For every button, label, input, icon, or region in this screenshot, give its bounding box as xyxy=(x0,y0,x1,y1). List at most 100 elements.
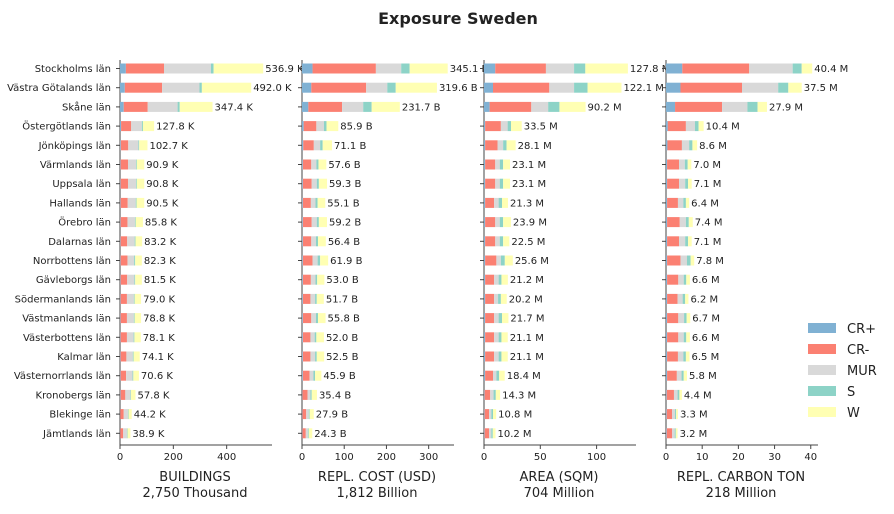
total-label-varmlands-lan: 23.1 M xyxy=(512,160,546,171)
bar-s-varmlands-lan xyxy=(136,160,137,170)
bar-cr-uppsala-lan xyxy=(302,179,303,189)
bar-s-varmlands-lan xyxy=(685,160,688,170)
bar-w-norrbottens-lan xyxy=(135,256,142,266)
region-label-norrbottens-lan: Norrbottens län xyxy=(33,256,111,267)
bar-mur-orebro-lan xyxy=(495,217,500,227)
x-tick-label: 20 xyxy=(732,452,745,463)
bar-s-jamtlands-lan xyxy=(675,428,676,438)
bar-mur-vasterbottens-lan xyxy=(494,332,499,342)
total-label-vasterbottens-lan: 6.6 M xyxy=(692,333,720,344)
legend-swatch-mur xyxy=(808,365,836,375)
bar-mur-kronobergs-lan xyxy=(125,390,130,400)
bar-cr-jamtlands-lan xyxy=(120,428,123,438)
total-label-orebro-lan: 7.4 M xyxy=(695,218,723,229)
total-label-skane-lan: 347.4 K xyxy=(215,102,254,113)
bar-mur-vastmanlands-lan xyxy=(311,313,316,323)
bar-w-jamtlands-lan xyxy=(493,428,496,438)
bar-s-varmlands-lan xyxy=(500,160,503,170)
bar-mur-sodermanlands-lan xyxy=(310,294,315,304)
bar-s-hallands-lan xyxy=(683,198,686,208)
bar-cr-sodermanlands-lan xyxy=(485,294,494,304)
bar-w-stockholms-lan xyxy=(214,64,264,74)
bar-w-ostergotlands-lan xyxy=(143,121,154,131)
bar-cr-jonkopings-lan xyxy=(121,140,128,150)
x-tick-label: 30 xyxy=(768,452,781,463)
total-label-skane-lan: 27.9 M xyxy=(769,102,803,113)
bar-cr-gavleborgs-lan xyxy=(485,275,494,285)
region-label-hallands-lan: Hallands län xyxy=(49,198,111,209)
bar-s-norrbottens-lan xyxy=(501,256,505,266)
bar-cr-orebro-lan xyxy=(120,217,121,227)
x-tick-label: 200 xyxy=(164,452,183,463)
bar-s-orebro-lan xyxy=(500,217,503,227)
bar-mur-varmlands-lan xyxy=(311,160,316,170)
bar-cr-vasternorrlands-lan xyxy=(303,371,310,381)
total-label-kronobergs-lan: 4.4 M xyxy=(684,390,712,401)
bar-mur-varmlands-lan xyxy=(495,160,500,170)
bar-cr-sodermanlands-lan xyxy=(120,294,121,304)
bar-mur-vastra-gotalands-lan xyxy=(162,83,199,93)
bar-mur-skane-lan xyxy=(342,102,363,112)
bar-w-skane-lan xyxy=(758,102,767,112)
bar-w-vasternorrlands-lan xyxy=(133,371,139,381)
bar-w-sodermanlands-lan xyxy=(135,294,141,304)
bar-cr-vasternorrlands-lan xyxy=(485,371,493,381)
bar-cr-vasterbottens-lan xyxy=(303,332,311,342)
bar-mur-uppsala-lan xyxy=(495,179,500,189)
bar-cr-vastra-gotalands-lan xyxy=(484,83,493,93)
bar-s-gavleborgs-lan xyxy=(499,275,502,285)
bar-cr-stockholms-lan xyxy=(495,64,546,74)
bar-mur-hallands-lan xyxy=(494,198,499,208)
bar-s-sodermanlands-lan xyxy=(498,294,501,304)
bar-s-gavleborgs-lan xyxy=(684,275,687,285)
region-label-skane-lan: Skåne län xyxy=(62,100,111,113)
total-label-skane-lan: 90.2 M xyxy=(588,102,622,113)
bar-mur-stockholms-lan xyxy=(376,64,401,74)
bar-cr-ostergotlands-lan xyxy=(666,121,668,131)
region-label-blekinge-lan: Blekinge län xyxy=(49,410,111,421)
bar-w-vastmanlands-lan xyxy=(318,313,326,323)
bar-w-orebro-lan xyxy=(503,217,511,227)
region-label-sodermanlands-lan: Södermanlands län xyxy=(15,294,111,305)
total-label-varmlands-lan: 57.6 B xyxy=(328,160,360,171)
bar-cr-ostergotlands-lan xyxy=(668,121,686,131)
total-label-hallands-lan: 90.5 K xyxy=(146,198,178,209)
bar-cr-vastmanlands-lan xyxy=(484,313,485,323)
bar-cr-stockholms-lan xyxy=(302,64,313,74)
bar-w-vasternorrlands-lan xyxy=(684,371,687,381)
bar-s-varmlands-lan xyxy=(316,160,318,170)
bar-s-uppsala-lan xyxy=(317,179,319,189)
bar-s-vastmanlands-lan xyxy=(316,313,318,323)
bar-w-orebro-lan xyxy=(319,217,327,227)
bar-w-kronobergs-lan xyxy=(496,390,500,400)
bar-cr-vastra-gotalands-lan xyxy=(680,83,742,93)
region-label-varmlands-lan: Värmlands län xyxy=(40,160,111,171)
bar-w-skane-lan xyxy=(372,102,400,112)
bar-cr-jonkopings-lan xyxy=(302,140,303,150)
bar-mur-hallands-lan xyxy=(128,198,136,208)
bar-s-vasterbottens-lan xyxy=(684,332,687,342)
total-label-kronobergs-lan: 14.3 M xyxy=(502,390,536,401)
panel-total-subtitle: 704 Million xyxy=(524,486,595,501)
total-label-jonkopings-lan: 28.1 M xyxy=(518,141,552,152)
bar-mur-sodermanlands-lan xyxy=(494,294,498,304)
total-label-sodermanlands-lan: 51.7 B xyxy=(326,294,358,305)
bar-cr-uppsala-lan xyxy=(666,179,667,189)
bar-cr-vastmanlands-lan xyxy=(121,313,127,323)
total-label-stockholms-lan: 127.8 M xyxy=(630,64,670,75)
total-label-vastra-gotalands-lan: 319.6 B xyxy=(439,83,478,94)
total-label-vasterbottens-lan: 21.1 M xyxy=(510,333,544,344)
bar-s-vasternorrlands-lan xyxy=(682,371,684,381)
bar-w-dalarnas-lan xyxy=(135,236,142,246)
bar-cr-vasterbottens-lan xyxy=(120,332,121,342)
bar-w-jonkopings-lan xyxy=(692,140,697,150)
bar-w-kalmar-lan xyxy=(501,352,507,362)
total-label-orebro-lan: 59.2 B xyxy=(329,218,361,229)
x-tick-label: 40 xyxy=(804,452,817,463)
bar-s-stockholms-lan xyxy=(574,64,585,74)
total-label-jamtlands-lan: 3.2 M xyxy=(680,429,708,440)
bar-mur-vastra-gotalands-lan xyxy=(742,83,778,93)
bar-w-varmlands-lan xyxy=(688,160,692,170)
bar-s-vasternorrlands-lan xyxy=(496,371,499,381)
